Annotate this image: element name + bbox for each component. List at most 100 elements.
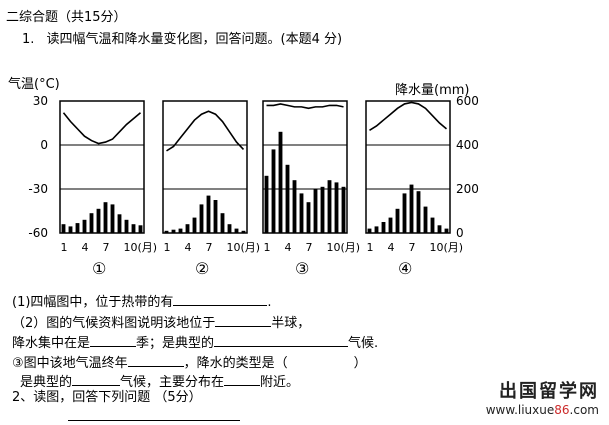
precip-bar: [164, 230, 169, 233]
sub-question-5-text-c: 附近。: [260, 375, 300, 390]
panel-label: ③: [295, 259, 309, 278]
panel-label: ②: [195, 259, 209, 278]
precip-bar: [96, 208, 101, 233]
sub-question-3: 降水集中在是 季；是典型的 气候.: [12, 334, 378, 352]
climate-charts: 30 0 -30 -60 600 400 200 0 1 4 7 10(月) ① 1 4 7 10(月) ② 1 4 7…: [28, 94, 479, 278]
sub-question-4: ③图中该地气温终年 ，降水的类型是（ ）: [12, 354, 367, 372]
sub-question-5-text: 是典型的: [20, 375, 73, 390]
answer-blank[interactable]: [215, 314, 272, 327]
precip-bar: [131, 224, 136, 233]
precip-tick-label: 0: [456, 226, 464, 240]
precip-bar: [444, 228, 449, 233]
precip-bar: [395, 208, 400, 233]
sub-question-2-text-b: 半球，: [271, 316, 311, 331]
sub-question-4-text-c: ）: [353, 356, 367, 371]
answer-blank[interactable]: [127, 354, 184, 367]
precip-bar: [423, 206, 428, 233]
sub-question-4-text-b: ，降水的类型是（: [183, 356, 288, 371]
temperature-line: [369, 101, 448, 132]
month-tick-label: 4: [388, 241, 395, 254]
precip-bar: [82, 219, 87, 233]
panel-frame: [59, 100, 145, 234]
month-tick-label: 4: [185, 241, 192, 254]
sub-question-4-text: ③图中该地气温终年: [12, 356, 128, 371]
answer-blank[interactable]: [173, 293, 268, 306]
temperature-line: [166, 110, 245, 152]
precip-bar: [138, 225, 143, 233]
month-tick-label: 10(月): [124, 241, 158, 254]
precip-bar: [75, 223, 80, 233]
sub-question-3-text: 降水集中在是: [12, 336, 91, 351]
precip-bar: [185, 224, 190, 233]
precip-tick-label: 400: [456, 138, 479, 152]
precip-bar: [299, 193, 304, 233]
month-tick-label: 10(月): [227, 241, 261, 254]
question-1-number: 1.: [22, 32, 35, 47]
site-watermark: 出国留学网 www.liuxue86.com: [486, 377, 599, 417]
precip-bar: [334, 182, 339, 233]
precip-tick-label: 600: [456, 94, 479, 108]
precip-bar: [103, 202, 108, 233]
precip-bar: [341, 186, 346, 233]
answer-blank[interactable]: [72, 373, 121, 386]
precip-bar: [124, 219, 129, 233]
sub-question-5-text-b: 气候，主要分布在: [120, 375, 225, 390]
panel-frame: [262, 100, 348, 234]
panel-label: ④: [398, 259, 412, 278]
precip-bar: [227, 224, 232, 233]
sub-question-3-text-b: 季；是典型的: [136, 336, 215, 351]
precip-bar: [234, 228, 239, 233]
temp-tick-label: -60: [28, 226, 48, 240]
precip-bar: [192, 217, 197, 233]
temperature-line: [266, 103, 344, 110]
precip-bar: [171, 229, 176, 233]
precip-bar: [285, 164, 290, 233]
answer-blank[interactable]: [214, 334, 349, 347]
precip-bar: [220, 213, 225, 233]
precip-bar: [117, 214, 122, 233]
question-2: 2、读图，回答下列问题 （5分）: [12, 390, 202, 405]
watermark-title: 出国留学网: [499, 381, 599, 402]
precip-bar: [306, 202, 311, 233]
sub-question-5: 是典型的 气候，主要分布在 附近。: [20, 373, 299, 391]
month-tick-label: 7: [206, 241, 213, 254]
precip-bar: [409, 184, 414, 233]
precip-bar: [89, 213, 94, 233]
panel-frame: [365, 100, 451, 234]
temp-tick-label: 30: [33, 94, 48, 108]
precip-bar: [292, 180, 297, 233]
precip-bar: [61, 224, 66, 233]
temperature-line: [62, 112, 142, 145]
precip-bar: [241, 230, 246, 233]
precip-bar: [206, 195, 211, 233]
sub-question-3-text-c: 气候.: [348, 336, 379, 351]
precip-bar: [327, 180, 332, 233]
precip-bar: [388, 217, 393, 233]
precip-axis-label: 降水量(mm): [395, 83, 470, 98]
precip-bar: [416, 191, 421, 233]
precip-bar: [264, 175, 269, 233]
precip-tick-label: 200: [456, 182, 479, 196]
precip-bar: [381, 222, 386, 233]
sub-question-1: (1)四幅图中，位于热带的有.: [12, 293, 272, 311]
month-tick-label: 10(月): [430, 241, 464, 254]
sub-question-1-text: (1)四幅图中，位于热带的有: [12, 295, 174, 310]
month-tick-label: 7: [103, 241, 110, 254]
question-1-text: 读四幅气温和降水量变化图，回答问题。(本题4 分): [46, 32, 343, 47]
month-tick-label: 7: [306, 241, 313, 254]
sub-question-2-text: （2）图的气候资料图说明该地位于: [12, 316, 216, 331]
precip-bar: [437, 225, 442, 233]
answer-blank[interactable]: [224, 373, 261, 386]
precip-bar: [199, 204, 204, 233]
watermark-url: www.liuxue86.com: [485, 403, 599, 417]
month-tick-label: 1: [164, 241, 171, 254]
section-title: 二综合题（共15分）: [6, 10, 127, 25]
precip-bar: [271, 149, 276, 233]
answer-blank[interactable]: [90, 334, 137, 347]
precip-bar: [430, 217, 435, 233]
month-tick-label: 1: [367, 241, 374, 254]
panel-label: ①: [92, 259, 106, 278]
precip-bar: [68, 226, 73, 233]
precip-bar: [374, 226, 379, 233]
precip-bar: [213, 200, 218, 233]
